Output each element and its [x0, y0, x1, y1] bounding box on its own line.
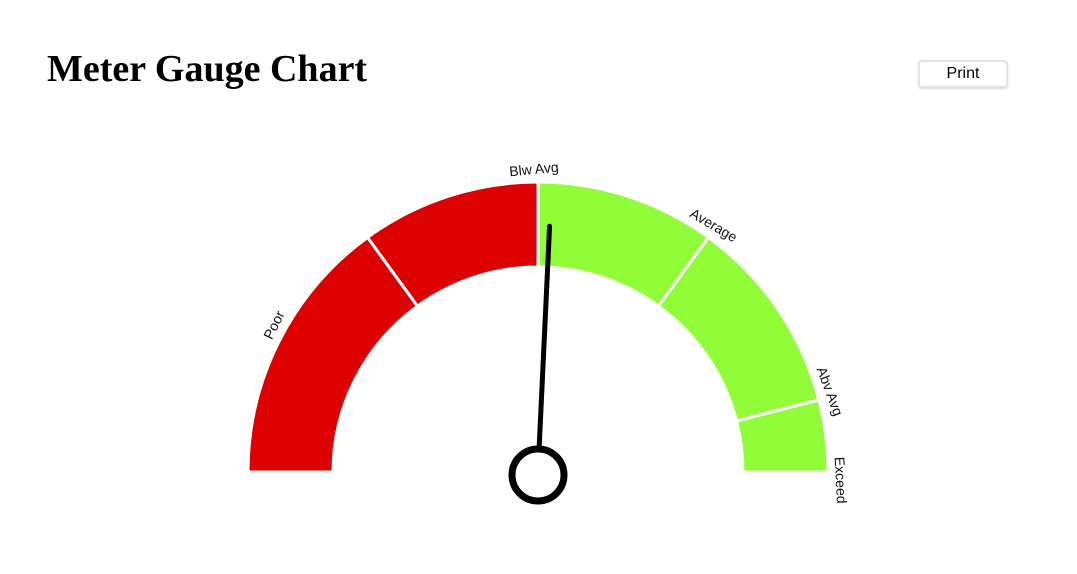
gauge-needle-group — [508, 223, 568, 505]
gauge-needle-hub — [508, 445, 568, 505]
gauge-label-exceed: Exceed — [832, 456, 850, 503]
page-title: Meter Gauge Chart — [47, 48, 368, 90]
gauge-label-blw-avg: Blw Avg — [508, 159, 559, 180]
gauge-segments — [246, 180, 830, 474]
gauge-segment-exceed — [734, 398, 830, 474]
print-button[interactable]: Print — [918, 60, 1008, 88]
gauge-needle — [536, 223, 553, 449]
